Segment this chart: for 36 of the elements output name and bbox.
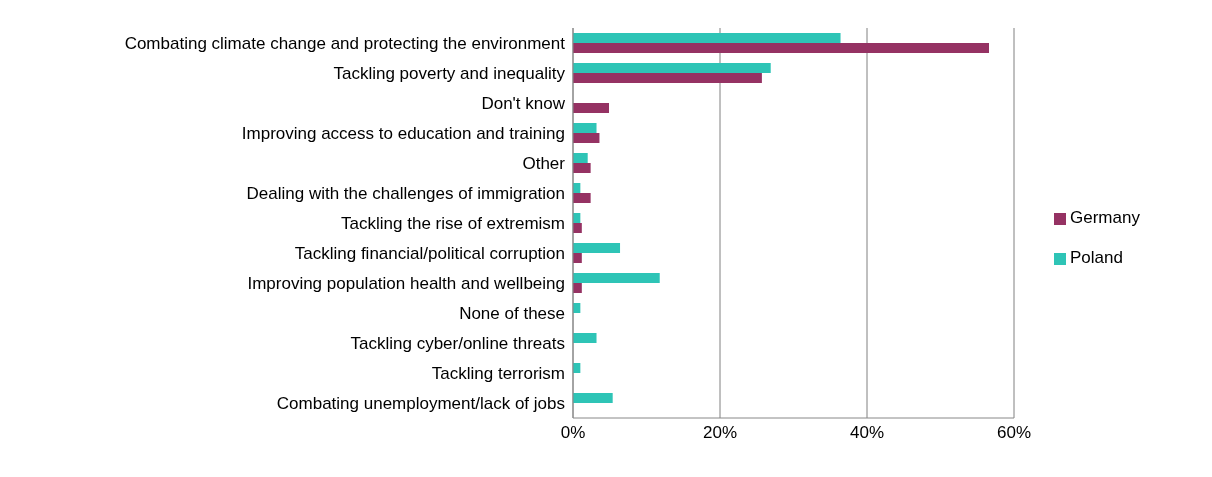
y-tick-label: Dealing with the challenges of immigration [246,184,565,204]
y-tick-label: Tackling poverty and inequality [333,64,566,84]
bar [573,123,597,133]
x-tick-label: 20% [702,423,738,443]
x-tick-label: 60% [996,423,1032,443]
y-tick-label: Don't know [481,94,566,114]
bar [573,243,621,253]
bar [573,73,762,83]
y-tick-label: None of these [459,304,565,324]
bar [573,33,841,43]
x-tick-label: 40% [849,423,885,443]
legend-label: Poland [1070,248,1123,267]
x-tick-label: 0% [560,423,586,443]
y-tick-label: Improving access to education and training [241,124,565,144]
y-tick-label: Combating unemployment/lack of jobs [276,394,565,414]
bar [573,333,597,343]
y-tick-label: Tackling the rise of extremism [341,214,565,234]
bar [573,153,588,163]
y-tick-label: Other [522,154,566,174]
bar [573,283,582,293]
y-tick-label: Improving population health and wellbeing [247,274,565,294]
bar [573,103,610,113]
bar [573,253,582,263]
bar [573,223,582,233]
y-tick-label: Tackling financial/political corruption [294,244,565,264]
legend-label: Germany [1070,208,1140,227]
bar [573,393,613,403]
bar [573,133,600,143]
bar [573,43,990,53]
bar [573,193,591,203]
y-tick-label: Combating climate change and protecting the environment [124,34,566,54]
y-tick-label: Tackling terrorism [431,364,565,384]
bar [573,273,660,283]
bar [573,163,591,173]
bar [573,63,771,73]
y-tick-label: Tackling cyber/online threats [350,334,565,354]
